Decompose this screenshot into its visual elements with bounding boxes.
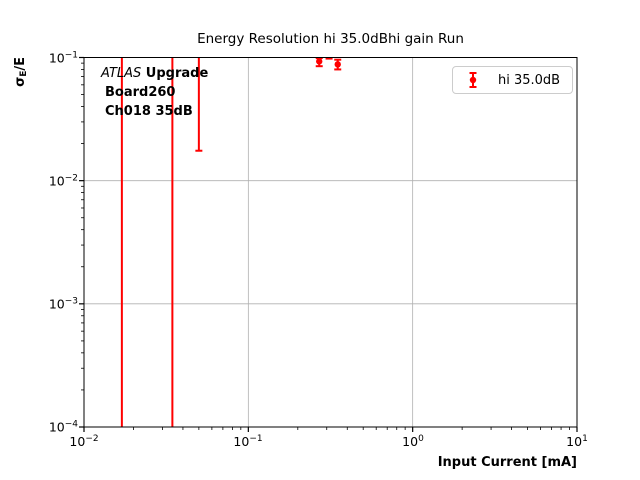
x-tick-label: 10−2	[69, 434, 99, 449]
y-tick-label: 10−1	[48, 50, 78, 66]
legend: hi 35.0dB	[452, 66, 573, 94]
legend-entry-label: hi 35.0dB	[498, 72, 561, 88]
y-tick-label: 10−4	[48, 419, 78, 435]
data-point	[334, 61, 341, 68]
plot-annotation: ATLAS Upgrade Board260 Ch018 35dB	[101, 64, 208, 121]
ylabel-sigma: σ	[13, 76, 28, 87]
legend-errorbar-icon	[469, 72, 477, 88]
data-point	[316, 58, 323, 65]
chart-title: Energy Resolution hi 35.0dBhi gain Run	[197, 31, 464, 47]
x-tick-label: 101	[566, 434, 588, 449]
annotation-line-1: ATLAS Upgrade	[101, 66, 209, 81]
x-tick-label: 10−1	[233, 434, 263, 449]
annotation-line-2: Board260	[105, 85, 176, 100]
ylabel-suffix: /E	[13, 57, 28, 71]
y-axis-label: σE/E	[13, 57, 29, 87]
y-tick-label: 10−3	[48, 296, 78, 312]
ylabel-subscript: E	[19, 70, 29, 77]
x-axis-label: Input Current [mA]	[437, 455, 577, 470]
x-tick-label: 100	[402, 434, 424, 449]
y-tick-label: 10−2	[48, 173, 78, 189]
plot-border	[83, 57, 578, 428]
annotation-line-3: Ch018 35dB	[105, 104, 193, 119]
